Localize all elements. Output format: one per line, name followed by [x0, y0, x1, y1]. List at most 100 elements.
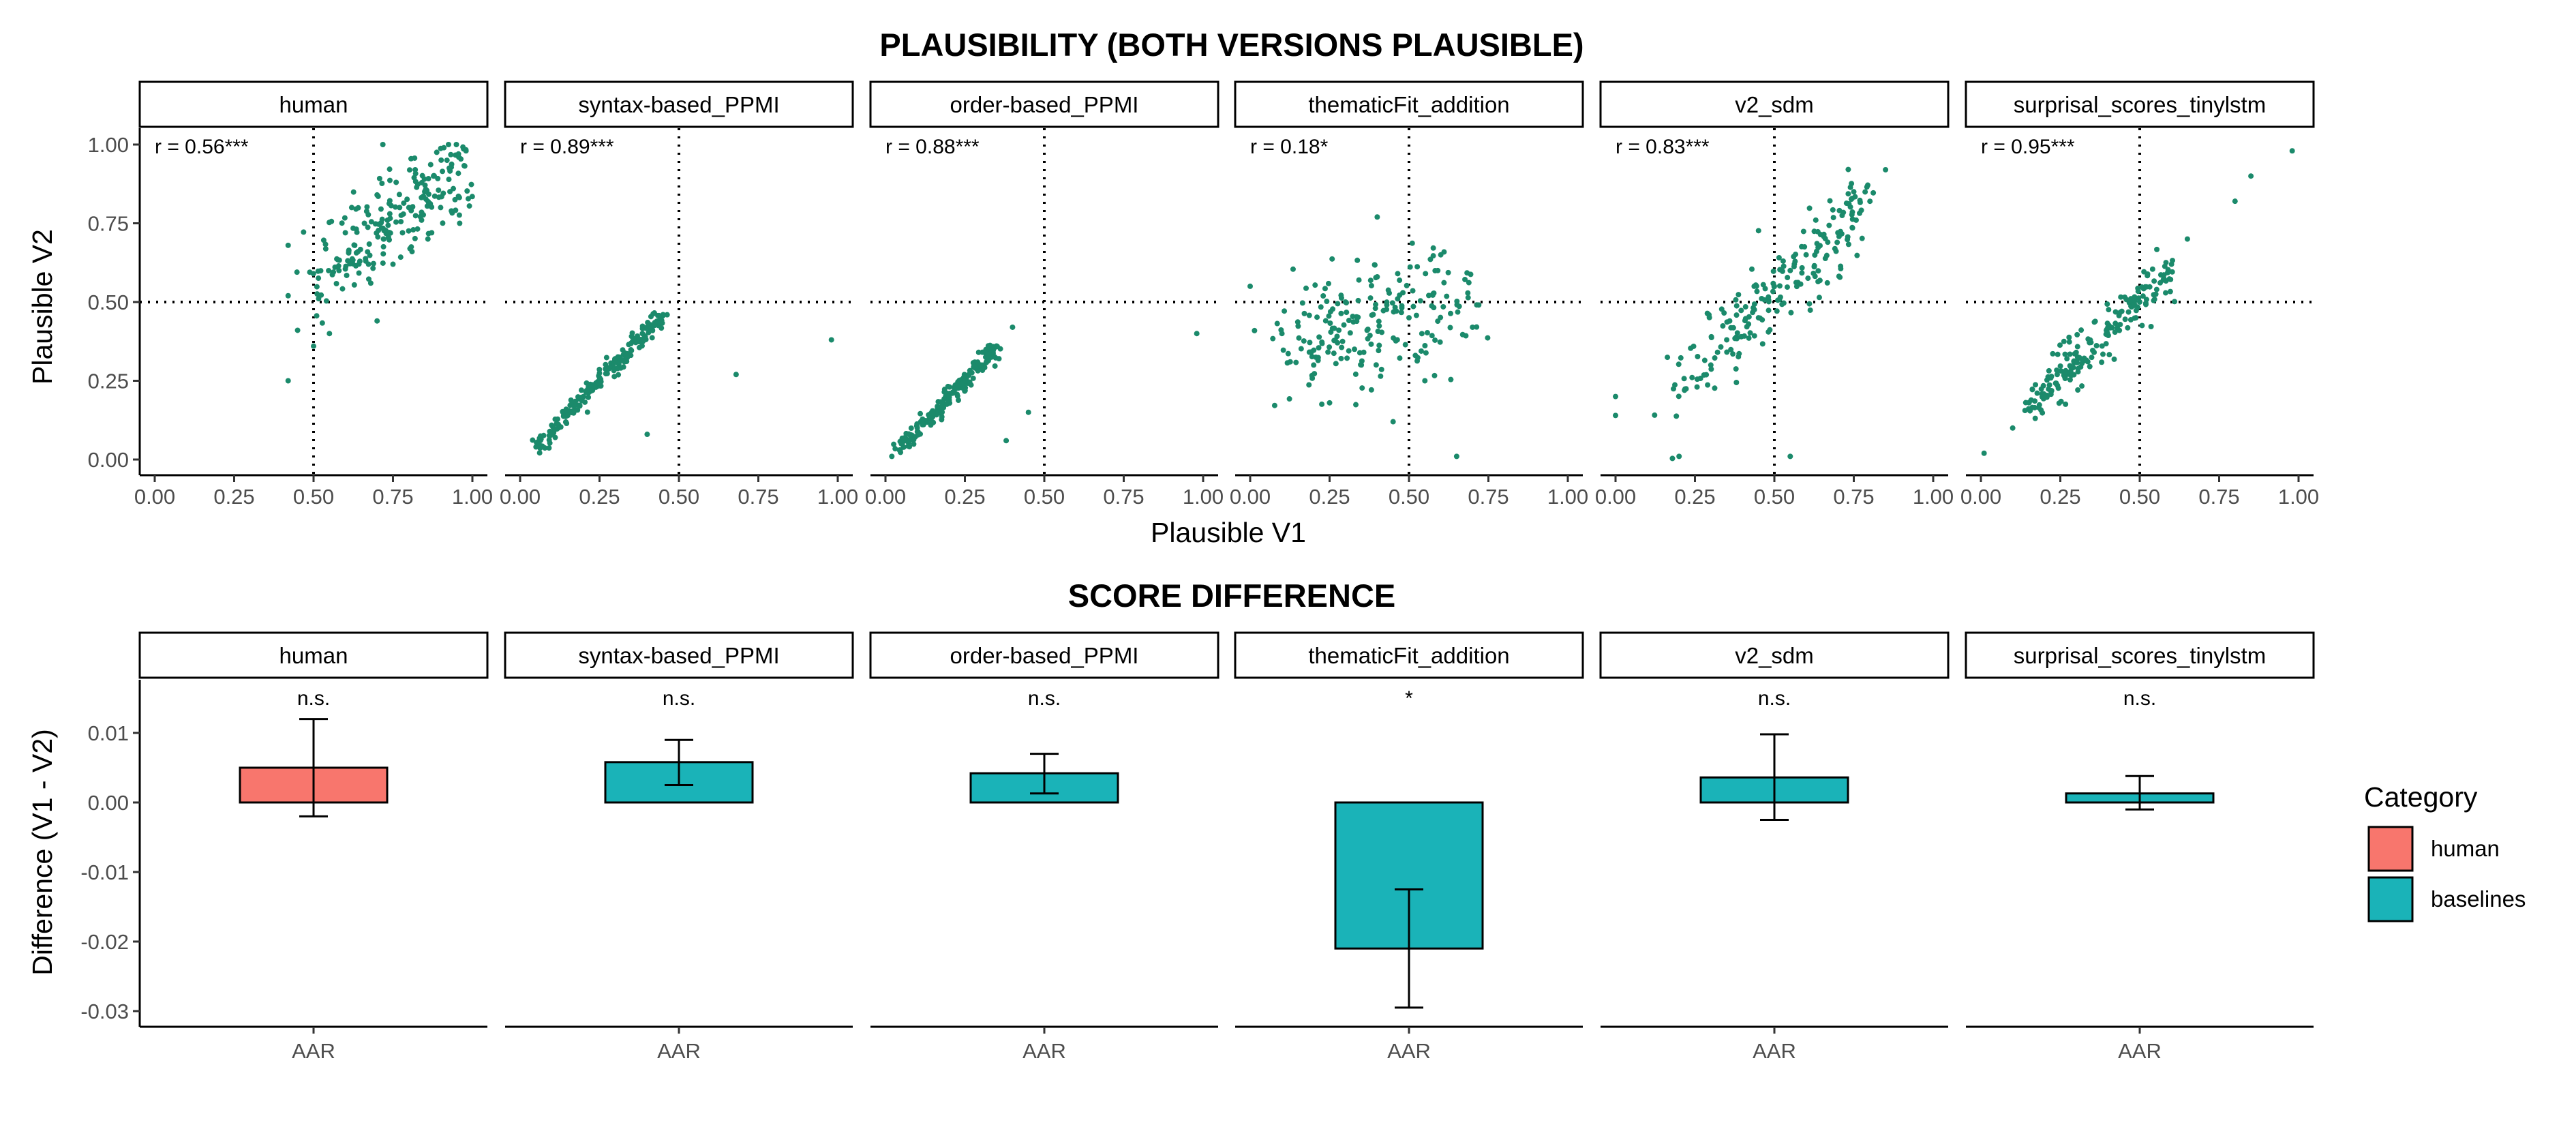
scatter-point	[1399, 303, 1405, 309]
scatter-point	[1423, 350, 1429, 356]
scatter-point	[2066, 339, 2072, 345]
scatter-point	[1665, 355, 1671, 361]
scatter-point	[380, 260, 386, 266]
scatter-point	[1335, 301, 1341, 307]
scatter-point	[658, 316, 664, 322]
scatter-point	[1327, 320, 1333, 327]
x-tick-label: 0.00	[865, 485, 906, 509]
scatter-point	[353, 206, 359, 212]
scatter-point	[1459, 331, 1466, 337]
scatter-point	[2157, 280, 2164, 286]
scatter-point	[1422, 342, 1428, 348]
scatter-point	[945, 383, 951, 389]
scatter-point	[339, 220, 345, 226]
scatter-point	[1333, 361, 1339, 367]
scatter-point	[396, 192, 402, 198]
scatter-point	[372, 221, 378, 227]
scatter-point	[2151, 297, 2157, 303]
x-tick-label: 1.00	[817, 485, 858, 509]
legend-key-baselines	[2367, 876, 2414, 922]
scatter-point	[1714, 349, 1721, 355]
scatter-point	[1847, 184, 1853, 190]
scatter-point	[2125, 325, 2131, 331]
scatter-point	[1851, 189, 1857, 195]
scatter-point	[2112, 309, 2119, 315]
scatter-point	[920, 421, 926, 427]
scatter-point	[1432, 337, 1438, 343]
scatter-point	[2054, 372, 2060, 378]
scatter-point	[419, 217, 425, 223]
scatter-point	[2010, 425, 2016, 431]
x-tick-label: 0.50	[1389, 485, 1429, 509]
scatter-point	[1003, 438, 1010, 444]
scatter-point	[644, 324, 650, 330]
scatter-point	[1485, 335, 1491, 341]
scatter-point	[456, 212, 462, 218]
scatter-point	[387, 211, 393, 217]
scatter-point	[1741, 333, 1747, 339]
scatter-point	[1429, 292, 1436, 298]
scatter-point	[310, 271, 316, 277]
scatter-point	[1390, 419, 1396, 425]
scatter-point	[584, 409, 590, 415]
scatter-point	[656, 320, 663, 326]
scatter-point	[2140, 293, 2146, 299]
scatter-point	[2127, 317, 2134, 323]
scatter-point	[2151, 278, 2157, 284]
scatter-point	[393, 219, 399, 225]
scatter-point	[414, 226, 421, 232]
x-tick-label: 0.00	[1230, 485, 1271, 509]
scatter-point	[1830, 215, 1836, 221]
scatter-point	[1378, 366, 1384, 372]
scatter-point	[1727, 318, 1733, 324]
scatter-point	[590, 387, 596, 393]
scatter-point	[1285, 350, 1291, 357]
scatter-point	[1271, 402, 1277, 408]
scatter-point	[412, 166, 419, 172]
scatter-point	[1341, 322, 1347, 328]
scatter-point	[930, 409, 936, 415]
scatter-point	[546, 445, 552, 451]
x-tick-label: AAR	[1387, 1039, 1431, 1063]
y-tick-label: 1.00	[88, 133, 129, 157]
scatter-point	[1981, 450, 1987, 456]
scatter-point	[650, 311, 656, 317]
panel-strip-label: syntax-based_PPMI	[578, 92, 779, 117]
scatter-point	[351, 282, 357, 288]
scatter-point	[980, 349, 986, 355]
scatter-point	[539, 443, 545, 449]
scatter-point	[620, 347, 626, 353]
scatter-point	[664, 312, 670, 318]
scatter-point	[1368, 387, 1374, 393]
scatter-point	[2050, 350, 2056, 357]
scatter-point	[1676, 393, 1682, 400]
scatter-point	[365, 261, 372, 267]
scatter-point	[1282, 308, 1288, 314]
scatter-point	[968, 382, 974, 388]
scatter-panel: v2_sdm 0.00 0.25 0.50 0.75 1.00 r = 0.83***	[1595, 80, 1954, 509]
scatter-point	[1724, 337, 1730, 343]
scatter-point	[2172, 299, 2178, 305]
scatter-point	[1368, 282, 1374, 288]
scatter-point	[294, 269, 300, 275]
scatter-point	[955, 397, 961, 404]
scatter-point	[1776, 283, 1783, 289]
scatter-point	[1279, 331, 1285, 337]
scatter-point	[980, 367, 986, 374]
scatter-point	[1448, 376, 1454, 382]
scatter-point	[427, 200, 434, 207]
scatter-point	[1750, 310, 1756, 316]
scatter-point	[1270, 335, 1276, 342]
scatter-point	[898, 440, 905, 447]
scatter-point	[629, 330, 635, 336]
scatter-point	[2075, 365, 2081, 372]
scatter-point	[1387, 290, 1393, 296]
scatter-point	[1462, 276, 1468, 282]
scatter-point	[2248, 173, 2254, 179]
scatter-point	[935, 404, 941, 410]
scatter-point	[612, 356, 618, 362]
scatter-point	[463, 148, 469, 154]
panel-strip	[1234, 80, 1584, 128]
scatter-point	[1766, 307, 1772, 314]
scatter-point	[1373, 301, 1379, 307]
